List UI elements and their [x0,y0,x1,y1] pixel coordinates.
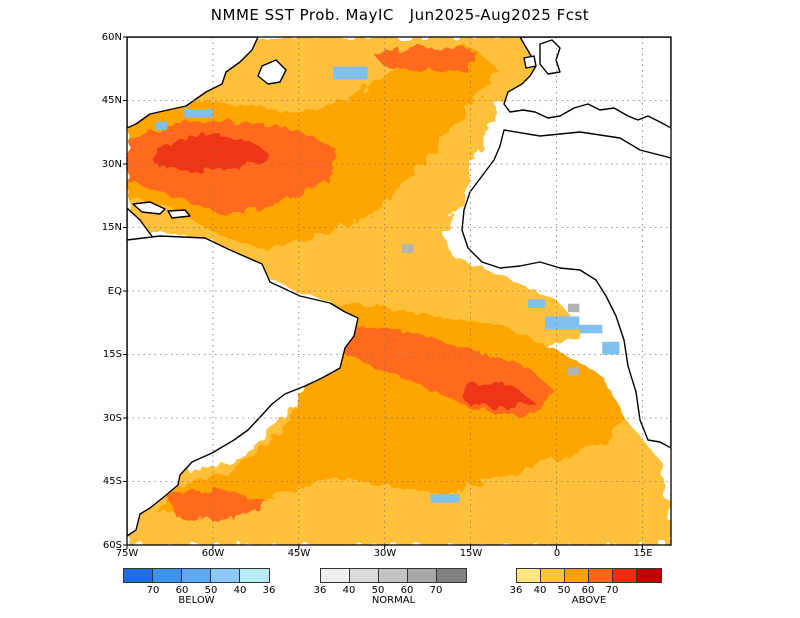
above-legend: 36 40 50 60 70 ABOVE [510,568,662,606]
normal-swatch [379,569,408,582]
lon-label: 15E [633,548,653,559]
north-america [127,37,259,129]
lat-label: 45N [101,95,122,106]
below-swatch [211,569,240,582]
below-swatch [153,569,182,582]
lat-label: 60S [102,540,122,551]
below-swatch [182,569,211,582]
category-patch [527,299,546,308]
above-60-north-patch [373,45,477,71]
below-tick: 40 [233,585,247,596]
lat-label: 30S [102,413,122,424]
normal-swatch [408,569,437,582]
below-color-bar [123,568,270,583]
caribbean-islands [132,201,191,219]
category-patch [333,66,368,80]
above-swatch [613,569,637,582]
central-america [127,207,156,241]
category-patch [545,316,580,330]
above-tick: 60 [581,585,595,596]
above-tick: 70 [605,585,619,596]
africa [461,129,671,449]
map-title: NMME SST Prob. MayIC Jun2025-Aug2025 Fcs… [210,6,590,24]
land-masses [127,37,671,537]
below-legend: 70 60 50 40 36 BELOW [123,568,276,606]
category-patch [579,324,603,334]
below-swatch [124,569,153,582]
above-swatch [565,569,589,582]
above-tick: 36 [509,585,523,596]
above-70-core [464,384,534,410]
normal-swatch [437,569,466,582]
normal-swatch [321,569,350,582]
category-patch [155,121,168,131]
above-swatch [589,569,613,582]
category-patch [184,108,213,118]
normal-swatch [350,569,379,582]
normal-tick: 36 [313,585,327,596]
lon-label: 30W [373,548,397,559]
above-ticks: 36 40 50 60 70 [510,583,662,597]
normal-legend: 36 40 50 60 70 NORMAL [314,568,467,606]
lat-label: 15S [102,349,122,360]
normal-tick: 50 [371,585,385,596]
below-label: BELOW [178,595,215,606]
above-50-south [155,303,626,512]
lon-label: 0 [553,548,561,559]
normal-tick: 40 [342,585,356,596]
lon-label: 15W [459,548,483,559]
lon-label: 60W [201,548,225,559]
normal-tick: 60 [400,585,414,596]
lon-label: 75W [115,548,139,559]
below-tick: 50 [204,585,218,596]
below-tick: 60 [175,585,189,596]
above-swatch [541,569,565,582]
south-america [127,235,359,537]
normal-color-bar [320,568,467,583]
category-patch [401,244,414,253]
lat-label: 15N [101,222,122,233]
above-label: ABOVE [571,595,607,606]
axis-ticks [123,36,643,549]
newfoundland [257,59,287,85]
above-tick: 40 [533,585,547,596]
category-patch [567,303,580,313]
above-swatch [517,569,541,582]
normal-tick: 70 [429,585,443,596]
british-isles [523,39,561,75]
above-tick: 50 [557,585,571,596]
lat-label: EQ [107,286,122,297]
normal-label: NORMAL [371,595,416,606]
above-60-south-patch [167,490,271,520]
above-swatch [637,569,661,582]
above-color-bar [516,568,662,583]
lon-label: 45W [287,548,311,559]
below-swatch [240,569,269,582]
lat-label: 60N [101,32,122,43]
below-tick: 70 [146,585,160,596]
category-patch [567,367,580,376]
normal-ticks: 36 40 50 60 70 [314,583,467,597]
graticule [127,37,671,545]
lat-label: 30N [101,159,122,170]
category-patch [430,494,460,503]
below-ticks: 70 60 50 40 36 [123,583,276,597]
below-tick: 36 [262,585,276,596]
lat-label: 45S [102,476,122,487]
category-patch [602,341,620,355]
